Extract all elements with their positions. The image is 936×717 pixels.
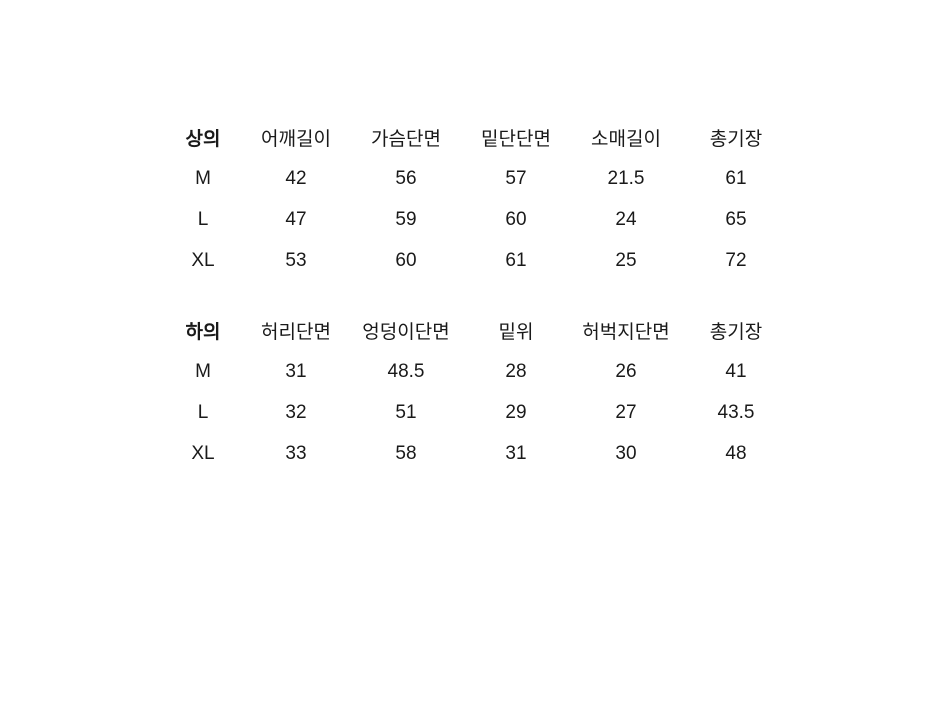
size-cell: 48.5 xyxy=(387,360,425,382)
size-cell: 31 xyxy=(505,442,527,464)
size-cell: 32 xyxy=(285,401,307,423)
column-header-sleeve: 소매길이 xyxy=(591,129,661,150)
size-label: M xyxy=(195,360,211,382)
size-cell: 59 xyxy=(395,208,417,230)
size-cell: 51 xyxy=(395,401,417,423)
size-cell: 33 xyxy=(285,442,307,464)
size-cell: 58 xyxy=(395,442,417,464)
table-row-l: L 32 51 29 27 43.5 xyxy=(165,392,791,433)
size-cell: 41 xyxy=(725,360,747,382)
column-header-total-length: 총기장 xyxy=(709,322,763,343)
size-cell: 43.5 xyxy=(717,401,755,423)
size-cell: 65 xyxy=(725,208,747,230)
size-cell: 29 xyxy=(505,401,527,423)
column-header-hip: 엉덩이단면 xyxy=(362,322,450,343)
size-cell: 30 xyxy=(615,442,637,464)
column-header-chest: 가슴단면 xyxy=(371,129,441,150)
size-cell: 28 xyxy=(505,360,527,382)
column-header-total-length: 총기장 xyxy=(709,129,763,150)
size-label: L xyxy=(197,208,209,230)
size-cell: 26 xyxy=(615,360,637,382)
table-row-m: M 42 56 57 21.5 61 xyxy=(165,158,791,199)
size-cell: 60 xyxy=(505,208,527,230)
size-label: L xyxy=(197,401,209,423)
size-cell: 24 xyxy=(615,208,637,230)
size-label: XL xyxy=(191,249,215,271)
size-cell: 61 xyxy=(505,249,527,271)
size-label: XL xyxy=(191,442,215,464)
size-cell: 60 xyxy=(395,249,417,271)
size-cell: 21.5 xyxy=(607,167,645,189)
table-row-m: M 31 48.5 28 26 41 xyxy=(165,351,791,392)
tops-header-row: 상의 어깨길이 가슴단면 밑단단면 소매길이 총기장 xyxy=(165,117,791,158)
size-cell: 53 xyxy=(285,249,307,271)
size-cell: 47 xyxy=(285,208,307,230)
size-cell: 48 xyxy=(725,442,747,464)
bottoms-size-table: 하의 허리단면 엉덩이단면 밑위 허벅지단면 총기장 M 31 48.5 28 … xyxy=(165,310,791,474)
bottoms-header-row: 하의 허리단면 엉덩이단면 밑위 허벅지단면 총기장 xyxy=(165,310,791,351)
size-label: M xyxy=(195,167,211,189)
bottoms-table-title: 하의 xyxy=(185,322,221,343)
size-cell: 72 xyxy=(725,249,747,271)
table-row-xl: XL 33 58 31 30 48 xyxy=(165,433,791,474)
size-cell: 42 xyxy=(285,167,307,189)
tops-table-title: 상의 xyxy=(185,129,221,150)
column-header-waist: 허리단면 xyxy=(261,322,331,343)
column-header-shoulder: 어깨길이 xyxy=(261,129,331,150)
table-row-l: L 47 59 60 24 65 xyxy=(165,199,791,240)
table-row-xl: XL 53 60 61 25 72 xyxy=(165,240,791,281)
column-header-thigh: 허벅지단면 xyxy=(582,322,670,343)
size-cell: 61 xyxy=(725,167,747,189)
size-cell: 27 xyxy=(615,401,637,423)
size-cell: 57 xyxy=(505,167,527,189)
size-cell: 31 xyxy=(285,360,307,382)
size-cell: 56 xyxy=(395,167,417,189)
size-cell: 25 xyxy=(615,249,637,271)
column-header-hem: 밑단단면 xyxy=(481,129,551,150)
size-chart-page: 상의 어깨길이 가슴단면 밑단단면 소매길이 총기장 M 42 56 57 21… xyxy=(0,117,936,474)
tops-size-table: 상의 어깨길이 가슴단면 밑단단면 소매길이 총기장 M 42 56 57 21… xyxy=(165,117,791,281)
column-header-rise: 밑위 xyxy=(498,322,534,343)
